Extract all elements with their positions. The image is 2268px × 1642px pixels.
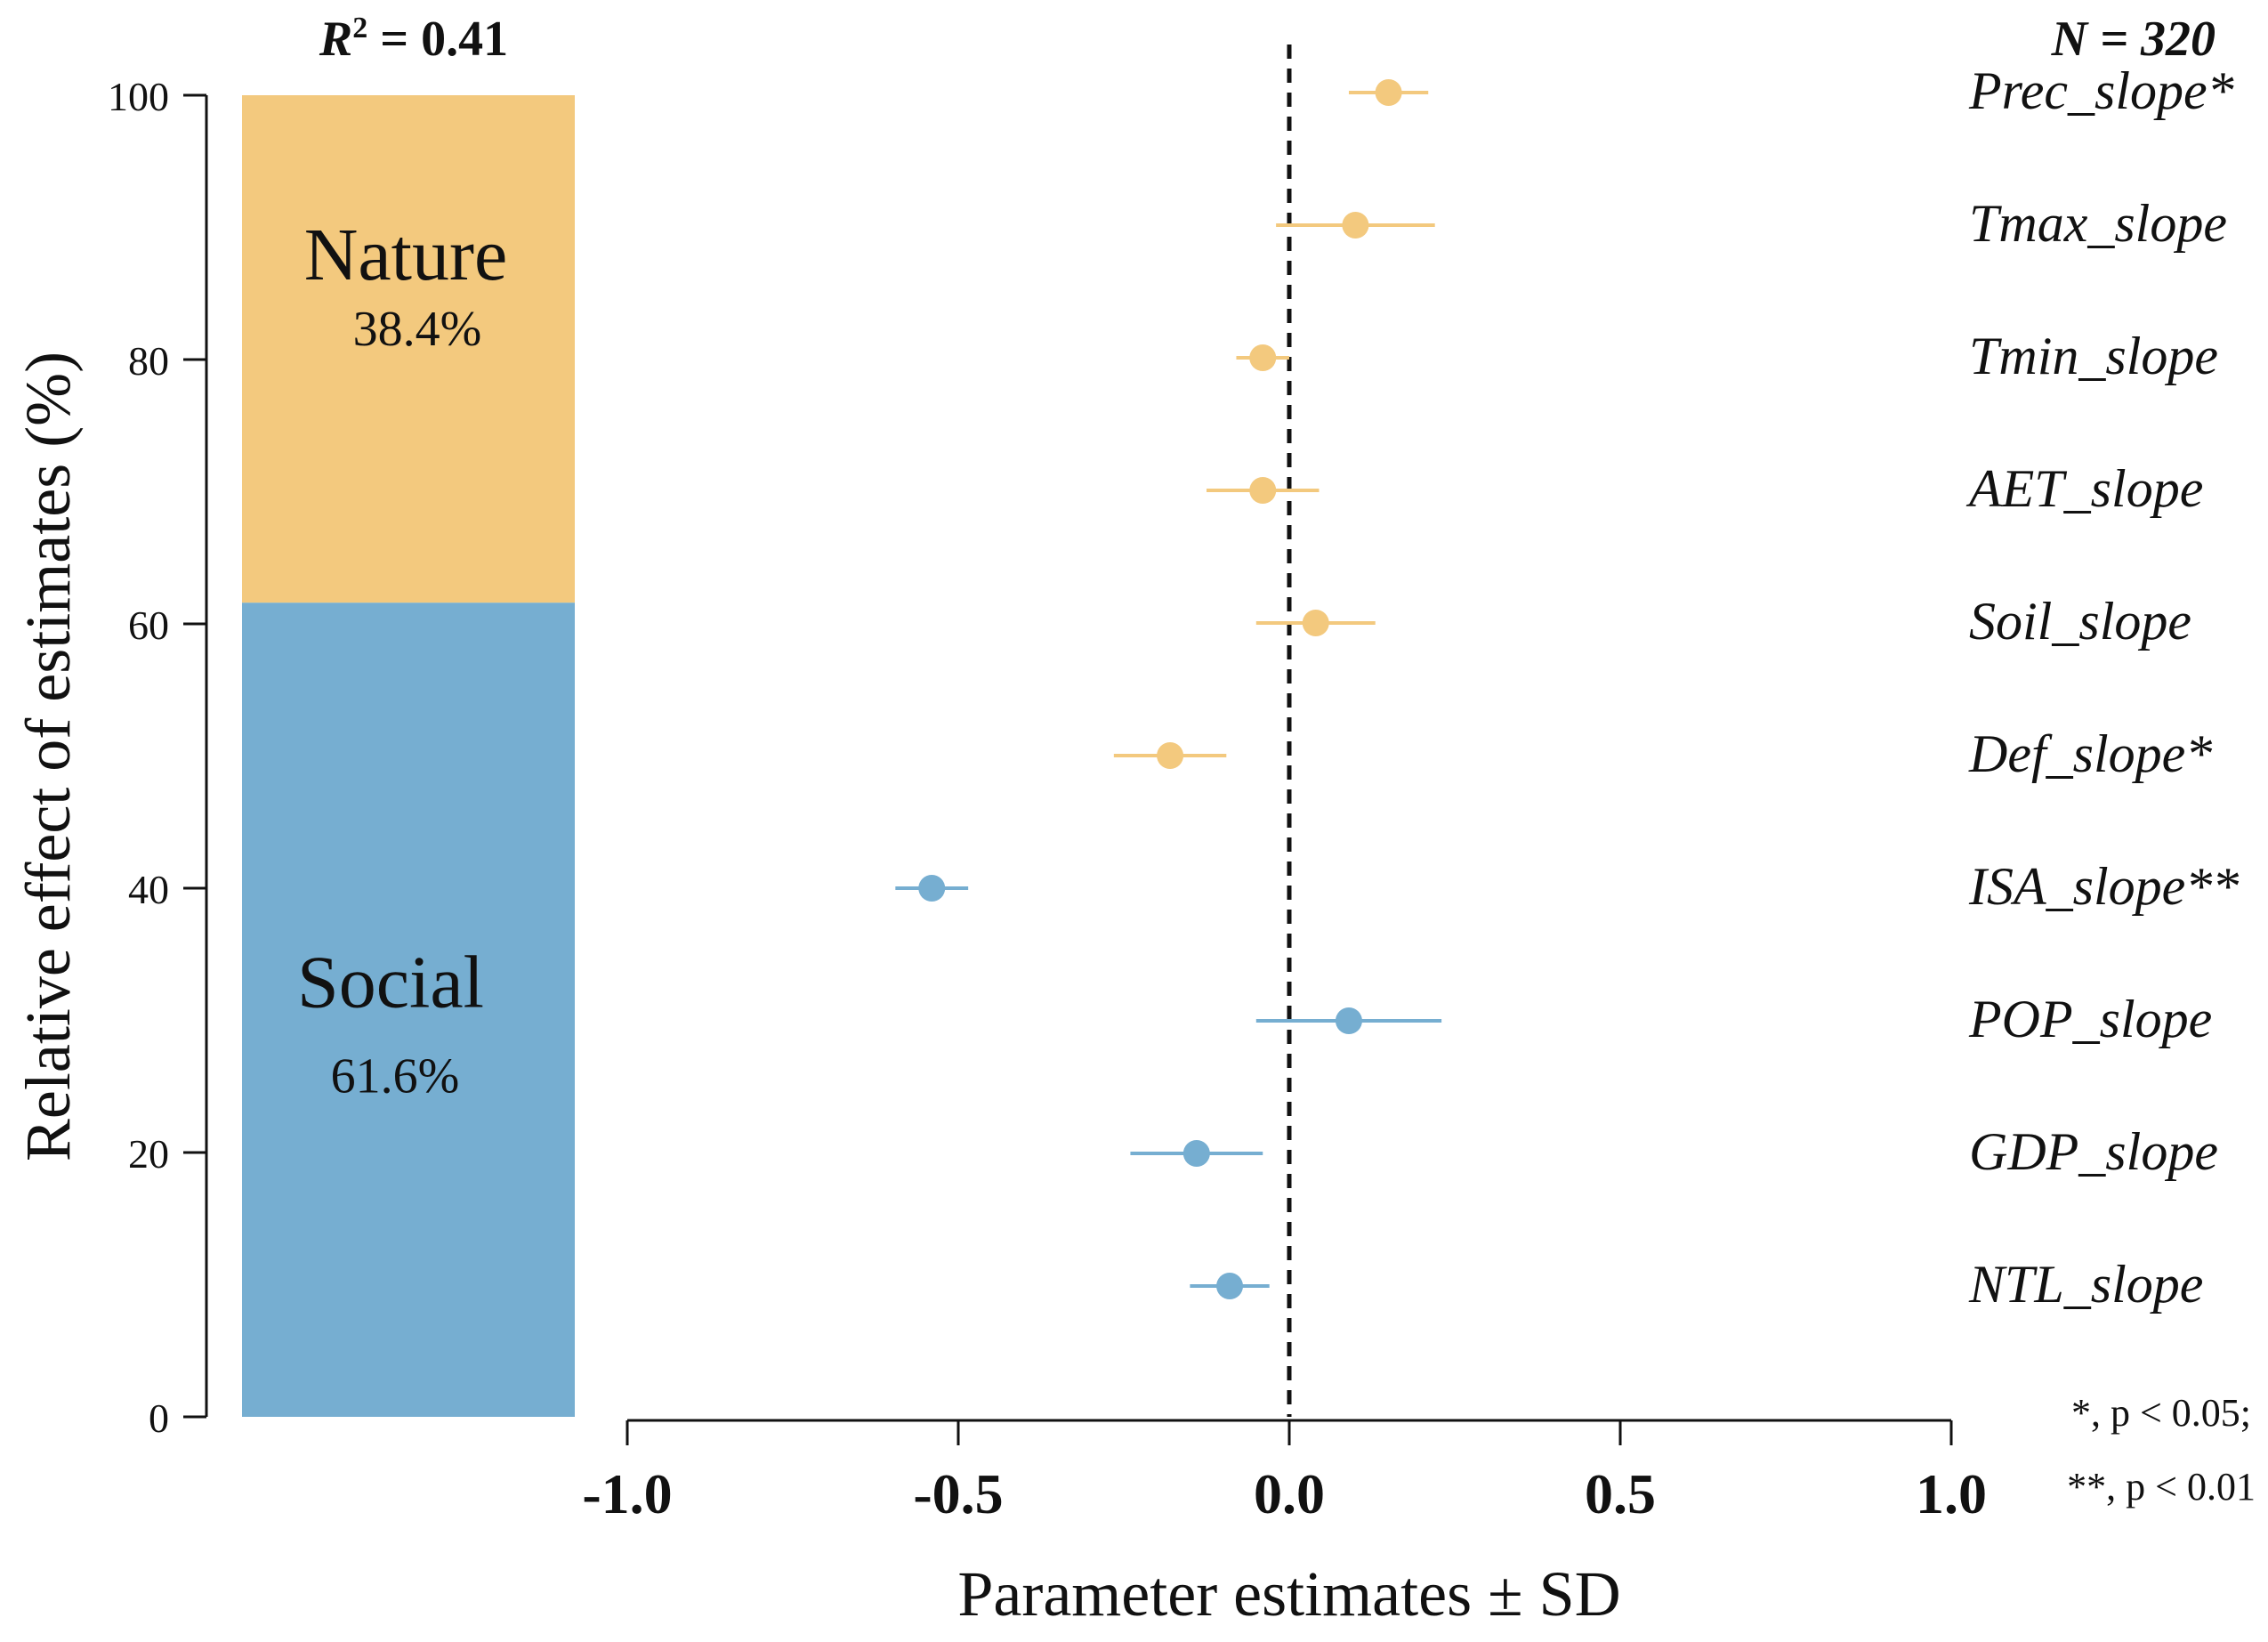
point-marker [1249, 344, 1277, 371]
x-tick-label: -0.5 [913, 1462, 1003, 1525]
r-squared-label: R2 = 0.41 [319, 12, 508, 67]
bar-segment-nature [242, 95, 575, 603]
point-marker [1216, 1273, 1244, 1299]
sample-size-label: N = 320 [2051, 12, 2216, 67]
significance-note-2: **, p < 0.01 [2067, 1465, 2256, 1509]
point-marker [1375, 79, 1402, 106]
parameter-label: AET_slope [1965, 459, 2203, 518]
parameter-label: NTL_slope [1968, 1255, 2203, 1314]
x-tick-label: 0.5 [1585, 1462, 1656, 1525]
estimate-prec-slope [1348, 79, 1429, 106]
x-tick-label: -1.0 [582, 1462, 672, 1525]
x-axis-ticks: -1.0 -0.5 0.0 0.5 1.0 [582, 1420, 1987, 1525]
y-axis-ticks: 0 20 40 60 80 100 [108, 74, 206, 1441]
y-tick-label: 40 [128, 867, 169, 912]
y-axis-label: Relative effect of estimates (%) [12, 352, 84, 1161]
estimate-points [895, 79, 1442, 1299]
x-tick-label: 0.0 [1254, 1462, 1325, 1525]
estimate-ntl-slope [1190, 1273, 1270, 1299]
estimate-gdp-slope [1130, 1140, 1263, 1167]
point-marker [918, 875, 946, 902]
parameter-label: ISA_slope** [1968, 857, 2239, 916]
estimate-tmin-slope [1236, 344, 1289, 371]
point-marker [1335, 1007, 1362, 1034]
parameter-label: Tmin_slope [1969, 327, 2218, 385]
point-marker [1182, 1140, 1210, 1167]
y-tick-label: 20 [128, 1131, 169, 1177]
estimate-def-slope [1113, 742, 1227, 769]
significance-note-1: *, p < 0.05; [2071, 1391, 2251, 1435]
parameter-label: Tmax_slope [1969, 194, 2227, 253]
forest-plot-panel: Prec_slope* Tmax_slope Tmin_slope AET_slope… [582, 44, 2256, 1630]
y-tick-label: 60 [128, 603, 169, 648]
nature-percent-label: 38.4% [353, 302, 482, 357]
x-tick-label: 1.0 [1916, 1462, 1987, 1525]
parameter-label: POP_slope [1968, 990, 2212, 1048]
parameter-label: Prec_slope* [1968, 61, 2234, 120]
nature-segment-label: Nature [304, 214, 508, 296]
estimate-pop-slope [1255, 1007, 1442, 1034]
y-tick-label: 100 [108, 74, 169, 119]
y-tick-label: 0 [149, 1395, 169, 1441]
parameter-label: GDP_slope [1969, 1122, 2218, 1181]
social-percent-label: 61.6% [331, 1049, 460, 1104]
social-segment-label: Social [297, 942, 484, 1024]
point-marker [1249, 477, 1277, 504]
estimate-soil-slope [1255, 610, 1376, 636]
y-tick-label: 80 [128, 338, 169, 384]
estimate-aet-slope [1207, 477, 1320, 504]
stacked-bar-panel: Nature 38.4% Social 61.6% 0 20 40 60 80 100 R… [12, 74, 575, 1441]
estimate-tmax-slope [1276, 212, 1435, 239]
bar-segment-social [242, 603, 575, 1417]
point-marker [1302, 610, 1329, 636]
estimate-isa-slope [895, 875, 969, 902]
parameter-label: Soil_slope [1969, 592, 2191, 651]
point-marker [1342, 212, 1369, 239]
parameter-labels: Prec_slope* Tmax_slope Tmin_slope AET_slope… [1965, 61, 2239, 1314]
parameter-label: Def_slope* [1968, 724, 2212, 783]
point-marker [1157, 742, 1184, 769]
x-axis-label: Parameter estimates ± SD [957, 1558, 1620, 1630]
